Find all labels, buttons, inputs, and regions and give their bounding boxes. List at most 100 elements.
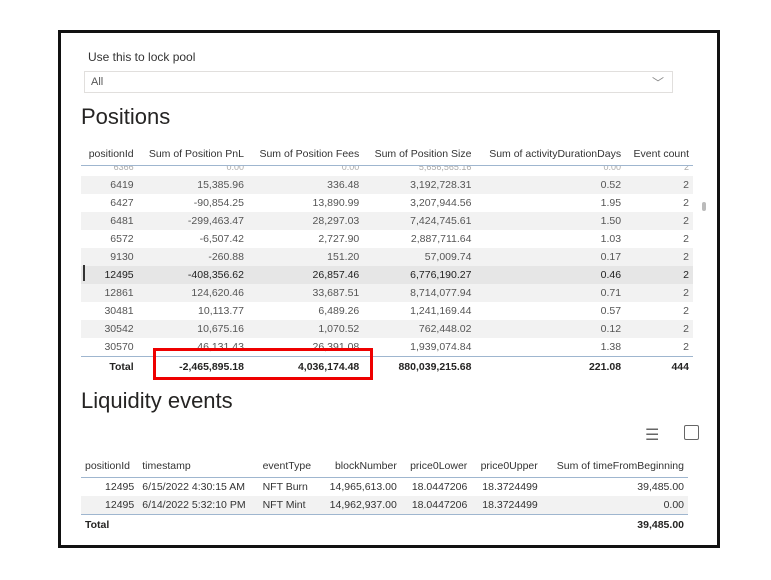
- table-row[interactable]: 12495 6/14/2022 5:32:10 PM NFT Mint 14,962,…: [81, 496, 688, 515]
- table-cell: 15,385.96: [137, 175, 248, 194]
- table-cell: 0.17: [475, 247, 626, 266]
- column-header[interactable]: timestamp: [138, 455, 259, 478]
- column-header[interactable]: Sum of Position PnL: [137, 143, 248, 166]
- table-cell: 7,424,745.61: [363, 211, 476, 230]
- column-header[interactable]: Sum of activityDurationDays: [475, 143, 626, 166]
- table-cell: 0.57: [600, 304, 622, 317]
- table-cell: 2: [625, 265, 693, 284]
- positions-table: positionId Sum of Position PnL Sum of Posi…: [81, 143, 693, 377]
- table-cell: 0.12: [475, 319, 626, 338]
- table-cell: 57,009.74: [363, 247, 476, 266]
- focus-mode-icon[interactable]: [684, 425, 699, 440]
- column-header[interactable]: Event count: [625, 143, 693, 166]
- selected-row-indicator: [83, 265, 85, 281]
- table-cell: 14,962,937.00: [319, 496, 401, 515]
- table-cell: 1,070.52: [247, 319, 364, 338]
- table-cell: 12495: [105, 481, 135, 493]
- column-header[interactable]: eventType: [258, 455, 320, 478]
- table-cell: 0.52: [475, 175, 626, 194]
- total-cell: -2,465,895.18: [137, 355, 248, 377]
- table-cell: 6,776,190.27: [363, 265, 476, 284]
- table-cell: -299,463.47: [137, 211, 248, 230]
- table-cell: 336.48: [247, 175, 364, 194]
- table-cell: 0.46: [475, 265, 626, 284]
- table-row[interactable]: 6481 -299,463.47 28,297.03 7,424,745.61 1.50…: [81, 211, 693, 230]
- table-cell: 13,890.99: [312, 196, 360, 209]
- table-cell: 1.50: [475, 211, 626, 230]
- table-cell: 28,297.03: [247, 211, 364, 230]
- column-header[interactable]: Sum of Position Fees: [247, 143, 364, 166]
- table-cell: 12861: [81, 283, 138, 302]
- table-cell: 12495: [81, 496, 139, 515]
- table-row[interactable]: 9130 -260.88 151.20 57,009.74 0.17 2: [81, 247, 693, 266]
- table-cell: -260.88: [137, 247, 248, 266]
- table-cell: 33,687.51: [247, 283, 364, 302]
- table-cell: 18.0447206: [411, 481, 468, 493]
- table-cell: 6/14/2022 5:32:10 PM: [138, 496, 259, 515]
- table-cell: 1.95: [600, 196, 622, 209]
- highlight-box: [153, 348, 373, 380]
- table-cell: 2: [683, 196, 689, 209]
- column-header[interactable]: blockNumber: [319, 455, 401, 478]
- table-row[interactable]: 12495 6/15/2022 4:30:15 AM NFT Burn 14,965,…: [81, 478, 688, 497]
- table-cell: 6,489.26: [318, 304, 360, 317]
- total-cell: 4,036,174.48: [247, 355, 364, 377]
- table-cell: 3,192,728.31: [363, 175, 476, 194]
- table-cell: 2: [683, 232, 689, 245]
- table-cell: 6427: [110, 196, 134, 209]
- scrollbar[interactable]: [702, 202, 706, 211]
- column-header[interactable]: Sum of Position Size: [363, 143, 476, 166]
- table-cell: 3,207,944.56: [410, 196, 472, 209]
- total-cell: [471, 514, 542, 535]
- table-cell: 1.03: [600, 232, 622, 245]
- liquidity-title: Liquidity events: [81, 388, 233, 413]
- total-row: Total 39,485.00: [81, 514, 688, 535]
- positions-title: Positions: [81, 104, 171, 129]
- table-cell: 39,485.00: [637, 481, 684, 493]
- table-cell: 6/15/2022 4:30:15 AM: [142, 481, 245, 493]
- table-cell: -90,854.25: [193, 196, 244, 209]
- table-cell: 8,714,077.94: [363, 283, 476, 302]
- table-row[interactable]: 12861 124,620.46 33,687.51 8,714,077.94 0.71…: [81, 283, 693, 302]
- table-cell: 1.38: [600, 340, 622, 353]
- table-cell: 2,727.90: [318, 232, 360, 245]
- column-header[interactable]: price0Lower: [400, 455, 472, 478]
- total-cell: [400, 514, 472, 535]
- column-header[interactable]: Sum of timeFromBeginning: [541, 455, 688, 478]
- table-cell: 14,965,613.00: [329, 481, 397, 493]
- table-row[interactable]: 6427 -90,854.25 13,890.99 3,207,944.56 1.95 2: [81, 194, 693, 212]
- column-header[interactable]: positionId: [81, 455, 139, 478]
- chevron-down-icon: ﹀: [651, 76, 664, 90]
- table-row[interactable]: 30570 46,131.43 26,391.08 1,939,074.84 1.38 2: [81, 338, 693, 357]
- column-header[interactable]: price0Upper: [471, 455, 542, 478]
- table-cell: NFT Mint: [258, 496, 320, 515]
- table-cell: 2: [625, 283, 693, 302]
- table-cell: 6419: [81, 175, 138, 194]
- total-cell: [258, 514, 320, 535]
- table-cell: 18.3724499: [482, 481, 538, 493]
- table-row[interactable]: 6572 -6,507.42 2,727.90 2,887,711.64 1.03 2: [81, 230, 693, 248]
- table-cell: 12495: [81, 265, 138, 284]
- table-cell: 2: [625, 247, 693, 266]
- table-cell: 30570: [104, 340, 134, 353]
- dropdown-value: All: [91, 76, 104, 88]
- table-row[interactable]: 6419 15,385.96 336.48 3,192,728.31 0.52 2: [81, 175, 693, 194]
- table-row[interactable]: 30481 10,113.77 6,489.26 1,241,169.44 0.57 2: [81, 302, 693, 320]
- table-cell: 2: [683, 165, 689, 172]
- table-cell: 18.0447206: [400, 496, 472, 515]
- table-cell: 2: [625, 175, 693, 194]
- filter-icon[interactable]: ☰: [645, 427, 660, 444]
- pool-dropdown[interactable]: All ﹀: [84, 71, 673, 93]
- table-cell: 2: [625, 211, 693, 230]
- total-cell: 39,485.00: [541, 514, 688, 535]
- column-header[interactable]: positionId: [81, 143, 138, 166]
- table-row[interactable]: 30542 10,675.16 1,070.52 762,448.02 0.12 2: [81, 319, 693, 338]
- partial-row[interactable]: 6366 0.00 0.00 5,656,565.16 0.00 2: [81, 166, 693, 176]
- table-cell: 6481: [81, 211, 138, 230]
- table-cell: 2: [683, 340, 689, 353]
- table-cell: -6,507.42: [199, 232, 244, 245]
- table-cell: 1,939,074.84: [410, 340, 472, 353]
- table-row[interactable]: 12495 -408,356.62 26,857.46 6,776,190.27 0.4…: [81, 265, 693, 284]
- table-cell: 6572: [110, 232, 134, 245]
- table-cell: 9130: [81, 247, 138, 266]
